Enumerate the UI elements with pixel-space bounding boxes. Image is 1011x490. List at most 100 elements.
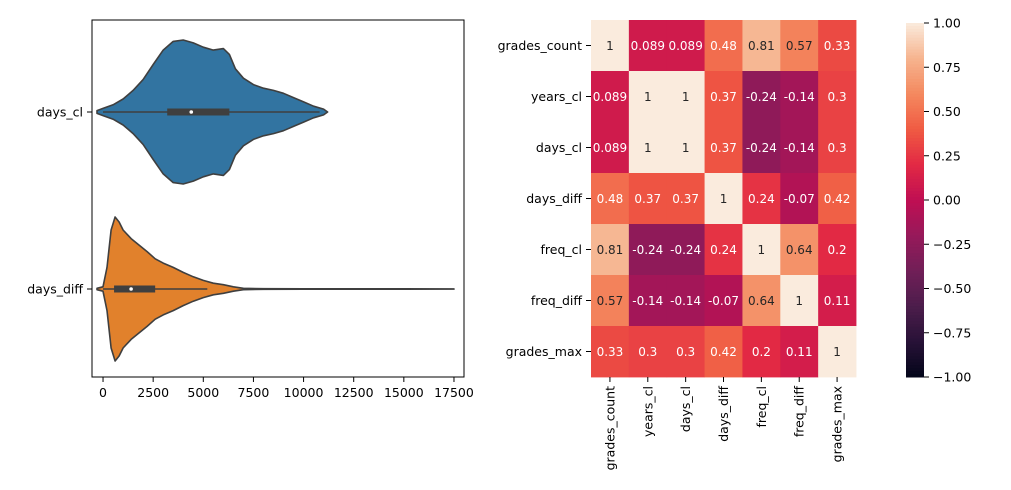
heatmap-cell-label: 1 (682, 141, 690, 155)
heatmap-cell-label: 1 (606, 39, 614, 53)
heatmap-cell (628, 275, 668, 327)
colorbar-segment (906, 208, 924, 213)
colorbar-segment (906, 202, 924, 207)
heatmap-cell-label: 0.33 (824, 39, 851, 53)
colorbar-segment (906, 141, 924, 145)
colorbar-segment (906, 244, 924, 248)
colorbar-segment (906, 43, 924, 48)
colorbar-segment (906, 179, 924, 183)
column-label-grades_count: grades_count (602, 386, 617, 470)
correlation-heatmap: 1 0.089 0.089 0.48 0.81 0.57 0.33grades_count0… (498, 20, 857, 470)
heatmap-cell-label: 0.089 (593, 141, 627, 155)
heatmap-cell-label: 0.089 (593, 90, 627, 104)
heatmap-cell-label: 1 (682, 90, 690, 104)
column-label-days_diff: days_diff (716, 386, 731, 442)
iqr-box-days_cl (167, 108, 230, 116)
colorbar-tick-label: −1.00 (933, 370, 971, 385)
heatmap-cell-label: 0.11 (824, 294, 851, 308)
colorbar-segment (906, 200, 924, 204)
heatmap-cell-label: 0.42 (824, 192, 851, 206)
colorbar-tick-label: −0.50 (933, 281, 971, 296)
x-tick-label: 2500 (137, 385, 169, 400)
heatmap-cell-label: 0.2 (752, 345, 771, 359)
colorbar-segment (906, 120, 924, 124)
x-tick-label: 0 (99, 385, 107, 400)
colorbar-segment (906, 250, 924, 254)
colorbar-segment (906, 261, 924, 266)
colorbar-segment (906, 226, 924, 230)
colorbar-segment (906, 164, 924, 169)
colorbar-segment (906, 123, 924, 127)
colorbar-segment (906, 25, 924, 30)
heatmap-cell (742, 275, 781, 327)
heatmap-cell (666, 20, 705, 72)
heatmap-cell (780, 275, 819, 327)
heatmap-cell-label: -0.14 (784, 141, 815, 155)
colorbar-segment (906, 23, 924, 27)
colorbar-tick-label: 0.00 (933, 193, 961, 208)
colorbar-segment (906, 173, 924, 177)
colorbar-segment (906, 64, 924, 68)
iqr-box-days_diff (114, 285, 156, 293)
heatmap-cell-label: 0.3 (676, 345, 695, 359)
colorbar-segment (906, 197, 924, 201)
heatmap-cell (591, 173, 630, 225)
heatmap-cell-label: 0.48 (710, 39, 737, 53)
heatmap-cell (628, 71, 668, 123)
colorbar-segment (906, 326, 924, 331)
colorbar-segment (906, 191, 924, 195)
colorbar-tick-label: 1.00 (933, 16, 961, 31)
colorbar-segment (906, 37, 924, 42)
heatmap-cell (591, 20, 630, 72)
heatmap-cell-label: 1 (644, 90, 652, 104)
colorbar-segment (906, 356, 924, 360)
heatmap-cell (704, 326, 743, 378)
heatmap-cell-label: 1 (644, 141, 652, 155)
heatmap-cell-label: 1 (720, 192, 728, 206)
colorbar-segment (906, 344, 924, 348)
colorbar-segment (906, 129, 924, 133)
heatmap-cell (742, 71, 781, 123)
heatmap-cell (818, 20, 857, 72)
heatmap-cell-label: -0.14 (670, 294, 701, 308)
colorbar-segment (906, 52, 924, 56)
heatmap-cell-label: -0.24 (670, 243, 701, 257)
colorbar-segment (906, 149, 924, 154)
colorbar-segment (906, 253, 924, 257)
heatmap-cell-label: 0.24 (710, 243, 737, 257)
column-label-years_cl: years_cl (640, 386, 655, 437)
colorbar-segment (906, 111, 924, 115)
heatmap-cell (591, 71, 630, 123)
colorbar-segment (906, 76, 924, 80)
median-days_diff (129, 287, 133, 291)
colorbar-segment (906, 362, 924, 366)
colorbar-segment (906, 217, 924, 222)
heatmap-cell (628, 20, 668, 72)
row-label-days_diff: days_diff (526, 191, 582, 206)
colorbar-segment (906, 312, 924, 316)
colorbar-segment (906, 84, 924, 89)
colorbar-segment (906, 143, 924, 148)
colorbar-tick-label: −0.75 (933, 325, 971, 340)
colorbar-segment (906, 300, 924, 304)
heatmap-cell (666, 275, 705, 327)
colorbar-segment (906, 323, 924, 328)
heatmap-cell (666, 122, 705, 174)
heatmap-cell-label: 1 (833, 345, 841, 359)
colorbar-segment (906, 185, 924, 189)
colorbar-segment (906, 73, 924, 77)
colorbar-segment (906, 318, 924, 322)
colorbar-segment (906, 359, 924, 363)
colorbar-segment (906, 332, 924, 337)
colorbar-segment (906, 58, 924, 62)
colorbar-segment (906, 105, 924, 110)
heatmap-cell (780, 20, 819, 72)
row-label-years_cl: years_cl (531, 89, 582, 104)
colorbar-segment (906, 297, 924, 301)
colorbar-segment (906, 117, 924, 121)
colorbar-segment (906, 126, 924, 130)
heatmap-cell-label: 0.37 (672, 192, 699, 206)
heatmap-cell (591, 122, 630, 174)
x-tick-label: 7500 (238, 385, 270, 400)
